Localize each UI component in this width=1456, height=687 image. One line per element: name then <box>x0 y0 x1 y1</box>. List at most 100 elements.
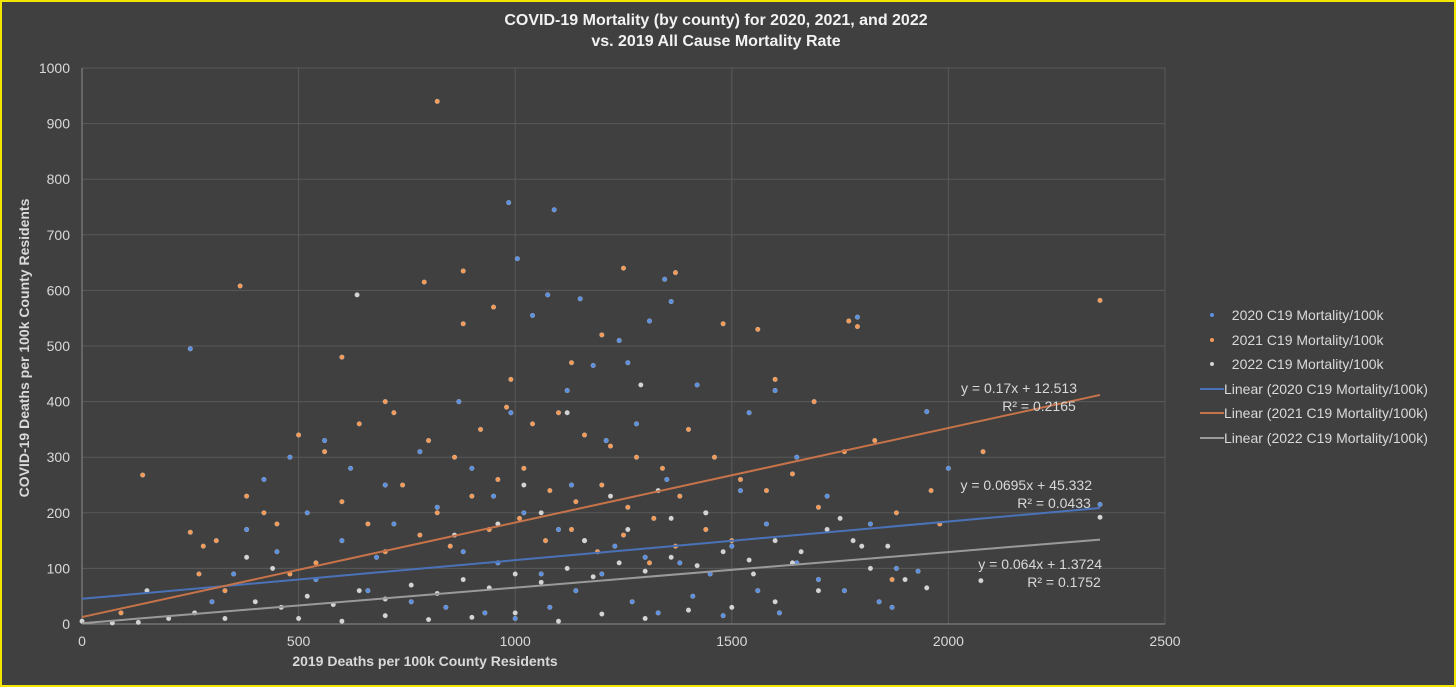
trendline-2022 <box>81 538 1101 625</box>
data-point <box>503 404 510 410</box>
data-point <box>625 526 631 533</box>
legend: 2020 C19 Mortality/100k 2021 C19 Mortali… <box>1200 303 1428 450</box>
data-point <box>659 465 666 471</box>
trendline-r2: R² = 0.0433 <box>1017 495 1091 511</box>
data-point <box>690 593 696 599</box>
data-point <box>187 529 193 535</box>
data-point <box>755 326 761 332</box>
data-point <box>568 482 575 488</box>
data-point <box>547 487 553 494</box>
data-point <box>568 526 575 533</box>
data-point <box>521 465 527 471</box>
data-point <box>672 270 679 276</box>
data-point <box>685 426 692 433</box>
data-point <box>356 588 362 594</box>
data-point <box>512 571 518 577</box>
data-point <box>447 543 453 549</box>
y-tick-label: 300 <box>47 449 71 465</box>
data-point <box>694 563 700 569</box>
data-point <box>261 476 267 483</box>
data-point <box>244 554 250 560</box>
data-point <box>581 537 588 544</box>
data-point <box>274 521 280 527</box>
data-point <box>841 588 848 594</box>
data-point <box>599 611 605 617</box>
trendline-equation: y = 0.0695x + 45.332 <box>960 477 1092 493</box>
data-point <box>720 613 726 619</box>
data-point <box>399 482 406 488</box>
data-point <box>872 437 878 444</box>
data-point <box>646 560 653 566</box>
data-point <box>815 588 822 594</box>
data-point <box>469 614 475 620</box>
data-point <box>270 565 276 572</box>
data-point <box>772 599 778 605</box>
data-point <box>490 304 497 310</box>
data-point <box>296 432 302 438</box>
data-point <box>354 292 360 298</box>
legend-line-icon <box>1200 387 1224 390</box>
x-tick-label: 2000 <box>933 633 964 649</box>
data-point <box>638 382 644 388</box>
data-point <box>508 376 514 382</box>
data-point <box>590 362 596 369</box>
data-point <box>568 360 575 366</box>
data-point <box>296 615 302 622</box>
data-point <box>365 588 371 594</box>
legend-label: 2021 C19 Mortality/100k <box>1231 331 1384 348</box>
data-point <box>417 532 423 538</box>
data-point <box>746 557 752 563</box>
title-line-2: vs. 2019 All Cause Mortality Rate <box>591 33 841 50</box>
data-point <box>382 399 388 405</box>
data-point <box>798 549 804 555</box>
data-point <box>776 610 783 616</box>
legend-item: Linear (2020 C19 Mortality/100k) <box>1200 377 1428 402</box>
data-point <box>365 521 371 527</box>
data-point <box>321 437 328 444</box>
data-point <box>321 449 328 455</box>
data-point <box>508 410 514 416</box>
data-point <box>222 588 228 594</box>
trendline-r2: R² = 0.2165 <box>1002 398 1076 414</box>
data-point <box>633 454 640 460</box>
data-point <box>514 256 520 262</box>
data-point <box>620 532 627 538</box>
data-point <box>564 387 570 394</box>
legend-item: 2021 C19 Mortality/100k <box>1200 328 1428 353</box>
data-point <box>434 510 440 516</box>
data-point <box>573 588 579 594</box>
data-point <box>244 526 250 533</box>
data-point <box>252 599 258 605</box>
data-point <box>794 454 800 460</box>
data-point <box>607 493 614 499</box>
data-point <box>521 510 527 516</box>
data-point <box>893 565 900 572</box>
data-point <box>408 599 414 605</box>
data-point <box>625 504 631 510</box>
legend-label: 2020 C19 Mortality/100k <box>1231 307 1384 323</box>
data-point <box>391 521 397 527</box>
data-point <box>859 543 865 549</box>
data-point <box>889 604 895 610</box>
data-point <box>915 568 921 574</box>
data-point <box>945 465 952 471</box>
data-point <box>1097 297 1103 304</box>
data-point <box>564 410 570 416</box>
legend-item: 2022 C19 Mortality/100k <box>1200 352 1428 377</box>
data-point <box>815 576 822 583</box>
data-point <box>703 510 709 516</box>
data-point <box>902 576 908 583</box>
data-point <box>824 493 830 499</box>
data-point <box>140 472 146 478</box>
data-point <box>244 493 250 499</box>
data-point <box>599 571 605 577</box>
data-point <box>629 599 635 605</box>
data-point <box>889 576 895 583</box>
data-point <box>867 565 874 572</box>
data-point <box>551 207 557 213</box>
data-point <box>460 321 466 327</box>
data-point <box>451 454 458 460</box>
data-point <box>382 613 388 619</box>
legend-item: 2020 C19 Mortality/100k <box>1200 303 1428 328</box>
data-point <box>655 610 661 616</box>
